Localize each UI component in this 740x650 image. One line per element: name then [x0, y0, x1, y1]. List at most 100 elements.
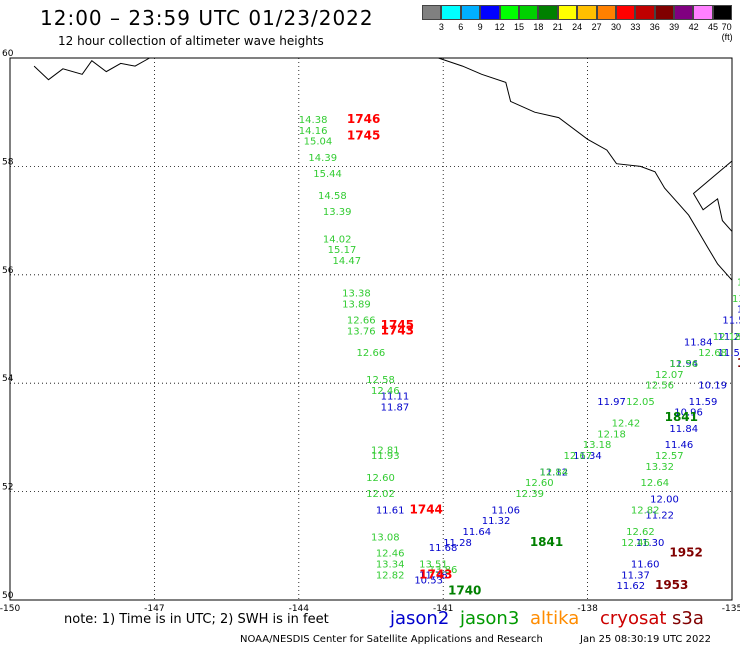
wave-height-label: 11.84 [669, 424, 698, 435]
wave-height-label: 11.32 [482, 516, 511, 527]
wave-height-label: 11.1 [737, 305, 740, 316]
satellite-label-cryosat: cryosat [600, 608, 667, 629]
legend-label: 24 [572, 22, 583, 32]
wave-height-label: 11.60 [631, 559, 660, 570]
wave-height-label: 11.64 [462, 527, 491, 538]
longitude-tick-label: -144 [289, 604, 310, 614]
legend-label: 36 [649, 22, 660, 32]
wave-height-label: 12.58 [366, 375, 395, 386]
coastline-islands [692, 160, 733, 232]
wave-height-label: 11.94 [669, 359, 698, 370]
legend-label: 6 [458, 22, 464, 32]
longitude-tick-label: -147 [144, 604, 164, 614]
wave-height-label: 11.57 [722, 316, 740, 327]
wave-height-label: 12.18 [597, 429, 626, 440]
satellite-label-altika: altika [530, 608, 580, 629]
color-legend [422, 5, 733, 20]
time-label: 1746 [347, 112, 380, 126]
wave-height-label: 12.07 [655, 370, 684, 381]
wave-height-label: 11.34 [573, 451, 602, 462]
wave-height-label: 14.16 [299, 126, 328, 137]
wave-height-label: 11.23 [718, 332, 740, 343]
wave-height-label: 14.39 [308, 153, 337, 164]
wave-height-label: 15.17 [328, 245, 357, 256]
wave-height-label: 14 [737, 278, 740, 289]
wave-height-label: 13.86 [429, 565, 458, 576]
wave-height-label: 11.46 [665, 440, 694, 451]
map-frame [9, 57, 733, 601]
time-label: 1841 [665, 410, 698, 424]
satellite-label-jason3: jason3 [460, 608, 520, 629]
wave-height-label: 10.53 [414, 576, 443, 587]
wave-height-label: 14.38 [299, 115, 328, 126]
legend-swatch [518, 5, 539, 20]
legend-swatch [596, 5, 616, 20]
time-label: 1745 [381, 318, 414, 332]
wave-height-label: 10.96 [674, 408, 703, 419]
satellite-label-s3a: s3a [672, 608, 704, 629]
legend-label: 70 (ft) [721, 22, 733, 42]
time-label: 1952 [669, 546, 702, 560]
wave-height-label: 13.18 [583, 440, 612, 451]
wave-height-label: 11.62 [616, 581, 645, 592]
wave-height-label: 14.02 [323, 234, 352, 245]
latitude-tick-label: 56 [2, 266, 14, 276]
wave-height-label: 13.89 [342, 299, 371, 310]
legend-swatch [577, 5, 597, 20]
color-legend-labels: 3 6 9 12 15 18 21 24 27 30 33 36 39 42 45 70 (ft) [422, 22, 740, 42]
legend-label: 45 [707, 22, 719, 32]
wave-height-label: 11.68 [429, 543, 458, 554]
wave-height-label: 12.46 [371, 386, 400, 397]
wave-height-label: 12.84 [539, 467, 568, 478]
wave-height-label: 12.02 [366, 489, 395, 500]
legend-label: 33 [630, 22, 641, 32]
wave-height-label: 11.12 [539, 467, 568, 478]
wave-height-label: 13.34 [376, 559, 405, 570]
time-label: 1740 [448, 584, 481, 598]
legend-swatch [422, 5, 442, 20]
longitude-tick-label: -138 [577, 604, 598, 614]
wave-height-label: 12.62 [626, 527, 655, 538]
longitude-tick-label: -135 [722, 604, 740, 614]
legend-swatch [635, 5, 655, 20]
time-label: 1743 [381, 323, 414, 337]
legend-label: 27 [591, 22, 602, 32]
wave-height-label: 15.04 [304, 137, 333, 148]
wave-height-label: 12.60 [366, 473, 395, 484]
legend-swatch [654, 5, 675, 20]
footnote: note: 1) Time is in UTC; 2) SWH is in fe… [64, 612, 329, 627]
legend-label: 18 [533, 22, 544, 32]
wave-height-label: 11.22 [645, 511, 674, 522]
legend-swatch [674, 5, 694, 20]
wave-height-label: 12.66 [347, 316, 376, 327]
time-label: 1953 [655, 578, 688, 592]
wave-height-label: 13.08 [371, 532, 400, 543]
legend-swatch [712, 5, 733, 20]
wave-height-label: 11.84 [684, 337, 713, 348]
wave-height-label: 12.46 [376, 549, 405, 560]
legend-label: 39 [669, 22, 680, 32]
chart-title: 12:00 – 23:59 UTC 01/23/2022 [40, 6, 374, 30]
wave-height-label: 11.06 [491, 505, 520, 516]
wave-height-label: 11.59 [689, 397, 718, 408]
wave-height-label: 13.38 [342, 288, 371, 299]
wave-height-label: 11.93 [371, 451, 400, 462]
wave-height-label: 11.30 [636, 538, 665, 549]
legend-label: 12 [494, 22, 505, 32]
wave-height-label: 12.81 [371, 446, 400, 457]
legend-label: 42 [688, 22, 699, 32]
longitude-tick-label: -141 [433, 604, 453, 614]
latitude-tick-label: 52 [2, 483, 13, 493]
wave-height-label: 11.78 [419, 570, 448, 581]
wave-height-label: 12.68 [698, 348, 727, 359]
legend-swatch [557, 5, 578, 20]
wave-height-label: 12.57 [655, 451, 684, 462]
wave-height-label: 12.00 [650, 494, 679, 505]
wave-height-label: 12.56 [669, 359, 698, 370]
wave-height-label: 15.44 [313, 169, 342, 180]
wave-height-label: 12.82 [631, 505, 660, 516]
wave-height-label: 13.39 [323, 207, 352, 218]
wave-height-label: 12.46 [621, 538, 650, 549]
time-label: 1745 [347, 128, 380, 142]
legend-label: 30 [610, 22, 622, 32]
